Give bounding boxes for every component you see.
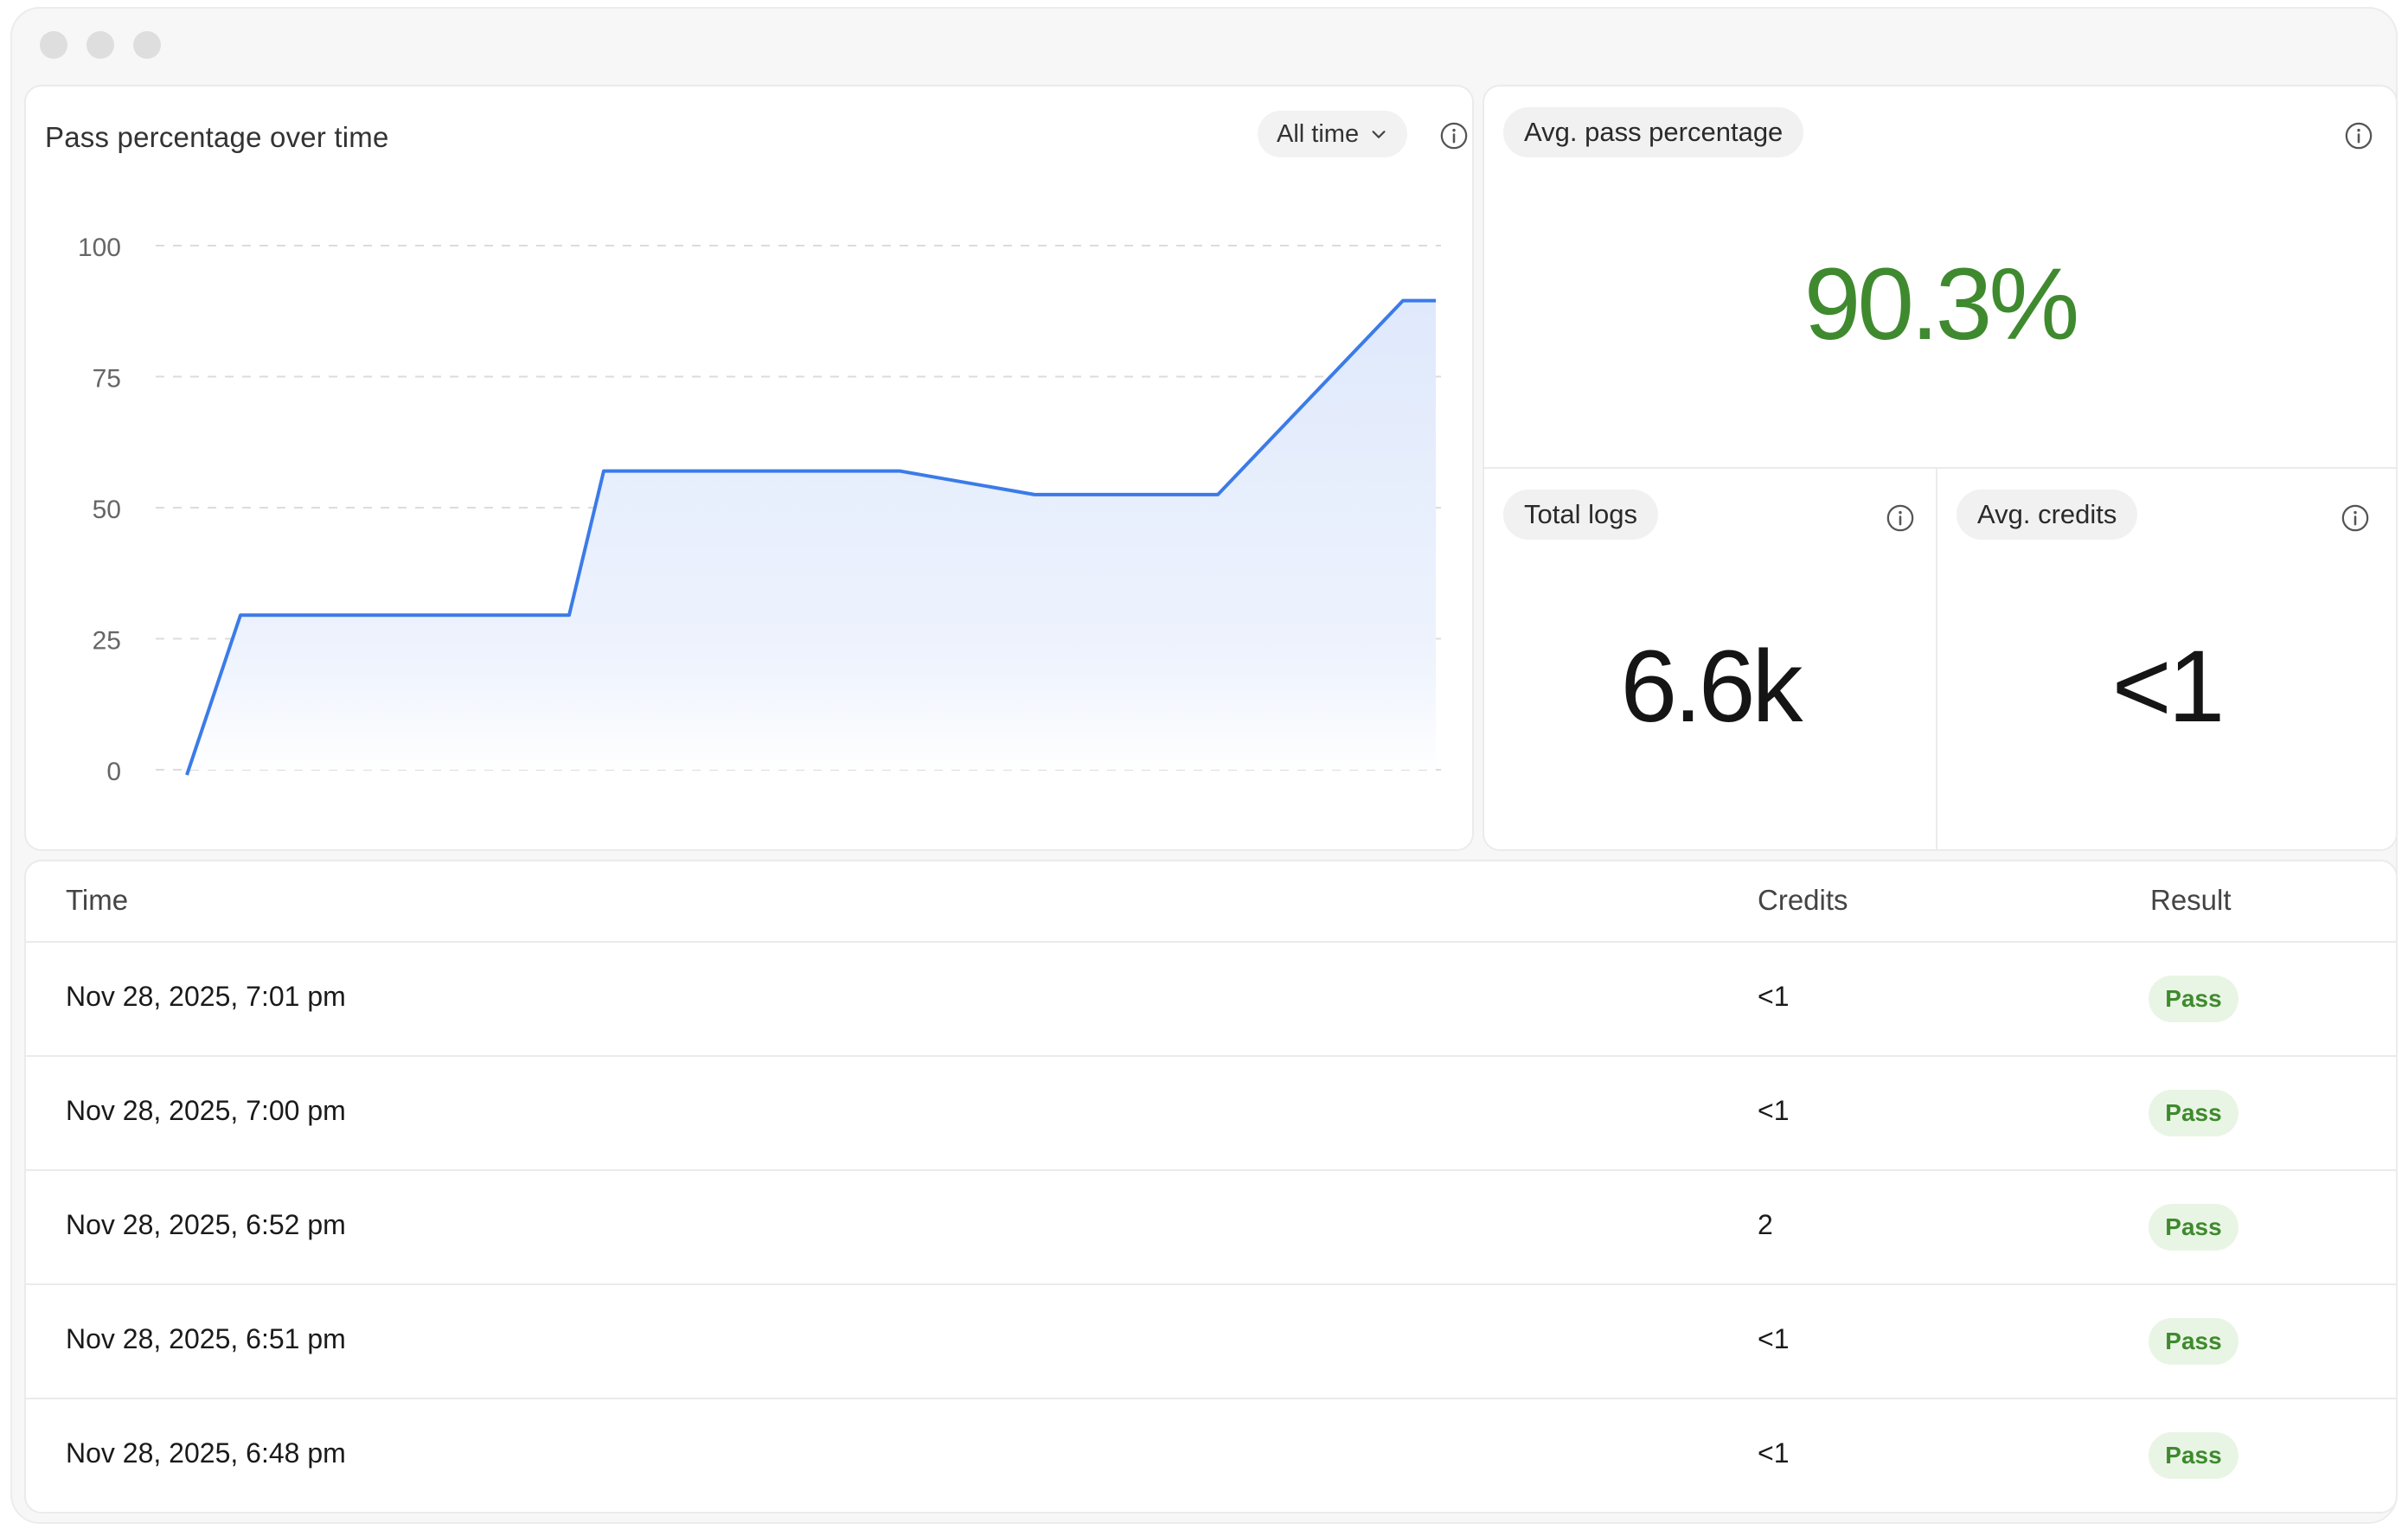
avg-pass-percentage-label: Avg. pass percentage bbox=[1503, 107, 1804, 157]
table-row[interactable]: Nov 28, 2025, 6:52 pm 2 Pass bbox=[26, 1171, 2396, 1285]
avg-credits-label: Avg. credits bbox=[1956, 490, 2138, 540]
status-badge: Pass bbox=[2149, 1204, 2238, 1251]
stats-card: Avg. pass percentage 90.3% Total logs 6.… bbox=[1483, 85, 2396, 851]
info-icon[interactable] bbox=[2344, 121, 2373, 150]
y-tick-label: 75 bbox=[93, 365, 121, 394]
total-logs-label: Total logs bbox=[1503, 490, 1658, 540]
info-icon[interactable] bbox=[2341, 503, 2370, 533]
y-tick-label: 100 bbox=[78, 234, 121, 262]
chart-title: Pass percentage over time bbox=[45, 121, 389, 153]
column-header-time[interactable]: Time bbox=[66, 884, 129, 916]
total-logs-value: 6.6k bbox=[1620, 630, 1803, 744]
table-row[interactable]: Nov 28, 2025, 6:48 pm <1 Pass bbox=[26, 1399, 2396, 1512]
y-tick-label: 0 bbox=[106, 758, 121, 786]
pass-percentage-area-chart: 0 25 50 75 100 bbox=[78, 234, 1441, 786]
window-controls bbox=[40, 31, 161, 59]
row-time: Nov 28, 2025, 7:00 pm bbox=[66, 1095, 346, 1126]
avg-pass-percentage-value: 90.3% bbox=[1803, 247, 2080, 362]
row-time: Nov 28, 2025, 6:52 pm bbox=[66, 1209, 346, 1240]
table-header: Time Credits Result bbox=[26, 861, 2396, 943]
status-badge: Pass bbox=[2149, 1090, 2238, 1136]
window-maximize-button[interactable] bbox=[133, 31, 161, 59]
window-close-button[interactable] bbox=[40, 31, 67, 59]
avg-credits-stat: Avg. credits <1 bbox=[1937, 469, 2396, 849]
row-credits: <1 bbox=[1758, 1323, 1790, 1354]
info-icon[interactable] bbox=[1439, 121, 1469, 150]
column-header-result[interactable]: Result bbox=[2150, 884, 2232, 916]
y-tick-label: 50 bbox=[93, 496, 121, 524]
window-minimize-button[interactable] bbox=[86, 31, 114, 59]
avg-credits-value: <1 bbox=[2111, 630, 2225, 744]
app-window: Pass percentage over time All time 0 25 50… bbox=[10, 7, 2398, 1524]
row-time: Nov 28, 2025, 7:01 pm bbox=[66, 981, 346, 1012]
time-range-label: All time bbox=[1277, 119, 1360, 148]
status-badge: Pass bbox=[2149, 976, 2238, 1022]
row-credits: 2 bbox=[1758, 1209, 1773, 1240]
total-logs-stat: Total logs 6.6k bbox=[1484, 469, 1937, 849]
table-row[interactable]: Nov 28, 2025, 7:01 pm <1 Pass bbox=[26, 943, 2396, 1057]
avg-pass-percentage-stat: Avg. pass percentage 90.3% bbox=[1484, 86, 2396, 469]
status-badge: Pass bbox=[2149, 1432, 2238, 1479]
time-range-dropdown[interactable]: All time bbox=[1258, 111, 1408, 157]
row-credits: <1 bbox=[1758, 1437, 1790, 1469]
series-area bbox=[187, 300, 1436, 776]
table-row[interactable]: Nov 28, 2025, 6:51 pm <1 Pass bbox=[26, 1285, 2396, 1399]
status-badge: Pass bbox=[2149, 1318, 2238, 1365]
info-icon[interactable] bbox=[1886, 503, 1915, 533]
row-time: Nov 28, 2025, 6:51 pm bbox=[66, 1323, 346, 1354]
row-credits: <1 bbox=[1758, 1095, 1790, 1126]
pass-percentage-chart-card: Pass percentage over time All time 0 25 50… bbox=[24, 85, 1474, 851]
logs-table: Time Credits Result Nov 28, 2025, 7:01 p… bbox=[24, 860, 2396, 1514]
table-row[interactable]: Nov 28, 2025, 7:00 pm <1 Pass bbox=[26, 1057, 2396, 1171]
row-time: Nov 28, 2025, 6:48 pm bbox=[66, 1437, 346, 1469]
row-credits: <1 bbox=[1758, 981, 1790, 1012]
y-tick-label: 25 bbox=[93, 627, 121, 656]
chevron-down-icon bbox=[1372, 131, 1386, 138]
column-header-credits[interactable]: Credits bbox=[1758, 884, 1848, 916]
